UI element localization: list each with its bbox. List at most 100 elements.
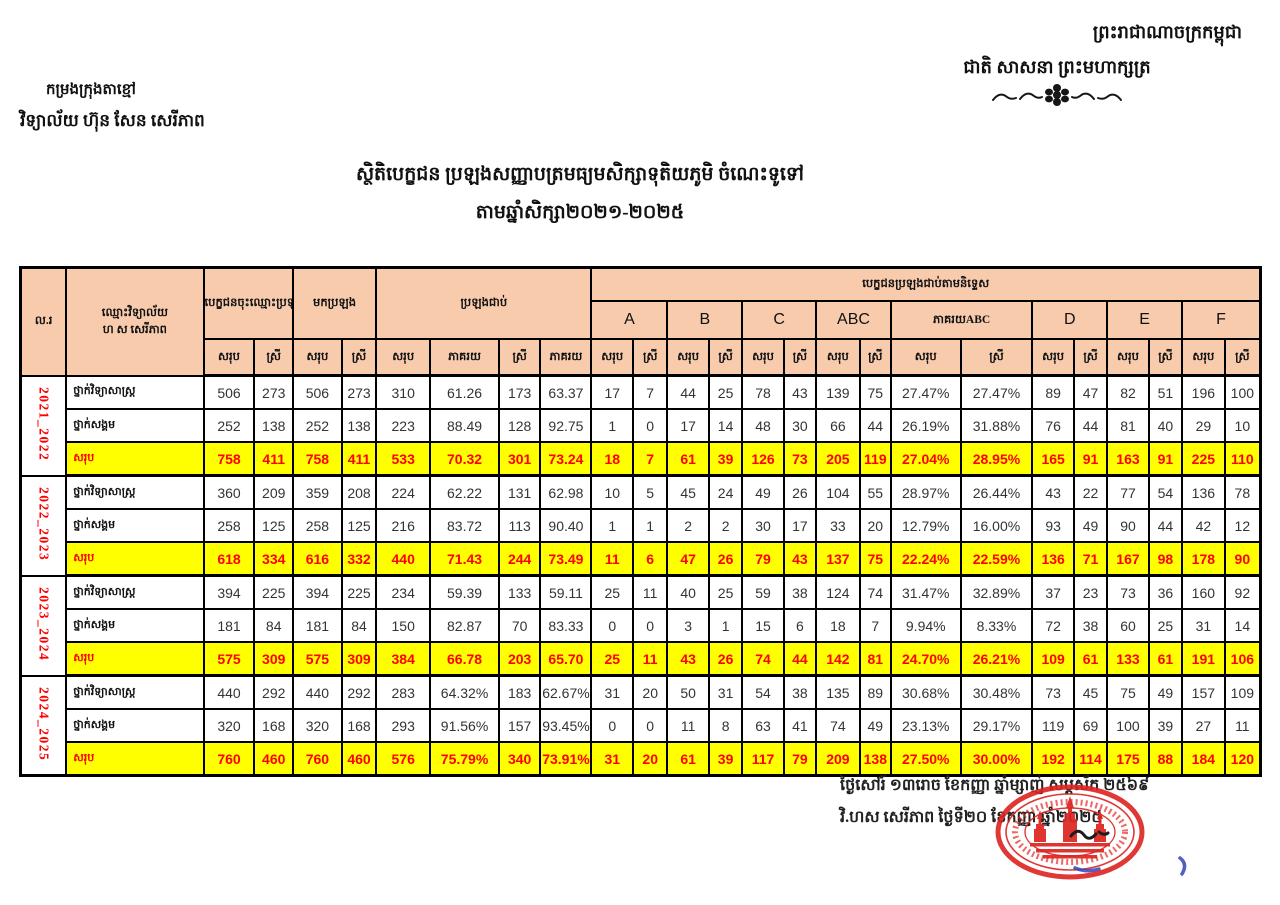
data-cell: 23 — [1072, 574, 1109, 610]
data-cell: 73.24 — [539, 441, 593, 477]
row-label: សរុប — [65, 441, 205, 477]
data-cell: 225 — [340, 574, 378, 610]
row-label: ថ្នាក់សង្គម — [65, 608, 205, 643]
year-label: 2024_2025 — [19, 674, 68, 777]
data-cell: 44 — [666, 374, 710, 410]
data-cell: 109 — [1031, 641, 1075, 677]
data-cell: 178 — [1181, 541, 1226, 577]
table-row: ថ្នាក់សង្គម 258 125 258 125 216 83.72 113 90.40 1… — [21, 508, 1262, 543]
data-cell: 66.78 — [429, 641, 500, 677]
row-label: សរុប — [65, 541, 205, 577]
data-cell: 30.68% — [889, 674, 962, 710]
data-cell: 100 — [1106, 708, 1150, 743]
data-cell: 44 — [1147, 508, 1184, 543]
data-cell: 62.22 — [429, 474, 500, 510]
data-cell: 74 — [815, 708, 861, 743]
blue-ink-mark — [1073, 856, 1187, 876]
data-cell: 394 — [202, 574, 256, 610]
data-cell: 142 — [815, 641, 861, 677]
kingdom-motto-line2: ជាតិ សាសនា ព្រះមហាក្សត្រ — [963, 57, 1151, 77]
data-cell: 72 — [1031, 608, 1075, 643]
data-cell: 59 — [741, 574, 785, 610]
sub-header-cell: សរុប — [590, 338, 635, 377]
col-header-attended: មកប្រឡង — [291, 266, 378, 340]
data-cell: 92 — [1223, 574, 1262, 610]
data-cell: 225 — [253, 574, 294, 610]
data-cell: 14 — [707, 408, 744, 443]
col-header-school-line1: ឈ្មោះវិទ្យាល័យ — [101, 306, 168, 319]
table-row: 2024_2025 ថ្នាក់វិទ្យាសាស្ត្រ 440 292 440 292… — [19, 674, 1262, 777]
sub-header-cell: ភាគរយ — [429, 338, 500, 377]
data-cell: 83.33 — [539, 608, 593, 643]
data-cell: 6 — [782, 608, 818, 643]
data-cell: 22.59% — [959, 541, 1034, 577]
data-cell: 40 — [666, 574, 710, 610]
table-row: សរុប 618 334 616 332 440 71.43 244 73.49 11 6 47 26 7… — [21, 541, 1262, 577]
data-cell: 15 — [741, 608, 785, 643]
statistics-table: ល.រ ឈ្មោះវិទ្យាល័យ ហ ស សេរីភាព បេក្ខជនចុ… — [19, 266, 1262, 777]
data-cell: 196 — [1181, 374, 1226, 410]
data-cell: 29.17% — [959, 708, 1034, 743]
data-cell: 41 — [782, 708, 818, 743]
data-cell: 25 — [707, 574, 744, 610]
data-cell: 12 — [1223, 508, 1262, 543]
data-cell: 75 — [858, 374, 892, 410]
data-cell: 17 — [782, 508, 818, 543]
data-cell: 0 — [590, 708, 635, 743]
data-cell: 47 — [666, 541, 710, 577]
data-cell: 440 — [202, 674, 256, 710]
data-cell: 26 — [707, 541, 744, 577]
data-cell: 55 — [858, 474, 892, 510]
data-cell: 44 — [1072, 408, 1109, 443]
col-header-no: ល.រ — [19, 266, 68, 377]
data-cell: 209 — [253, 474, 294, 510]
data-cell: 384 — [375, 641, 432, 677]
data-cell: 38 — [1072, 608, 1109, 643]
data-cell: 184 — [1181, 741, 1226, 777]
footer-lunar-date: ថ្ងៃសៅរ៍ ១៣រោច ខែកញ្ញា ឆ្នាំម្សាញ់ សប្តស… — [840, 777, 1150, 794]
data-cell: 292 — [340, 674, 378, 710]
data-cell: 60 — [1106, 608, 1150, 643]
data-cell: 74 — [741, 641, 785, 677]
data-cell: 38 — [782, 574, 818, 610]
data-cell: 38 — [782, 674, 818, 710]
stamp-zone — [975, 780, 1210, 895]
data-cell: 133 — [1106, 641, 1150, 677]
data-cell: 43 — [666, 641, 710, 677]
data-cell: 49 — [741, 474, 785, 510]
data-cell: 83.72 — [429, 508, 500, 543]
table-row: 2021_2022 ថ្នាក់វិទ្យាសាស្ត្រ 506 273 506 273… — [19, 374, 1262, 477]
data-cell: 1 — [590, 508, 635, 543]
data-cell: 223 — [375, 408, 432, 443]
data-cell: 10 — [590, 474, 635, 510]
data-cell: 216 — [375, 508, 432, 543]
data-cell: 39 — [707, 741, 744, 777]
data-cell: 575 — [202, 641, 256, 677]
data-cell: 411 — [253, 441, 294, 477]
sub-header-cell: ស្រី — [253, 338, 294, 377]
data-cell: 139 — [815, 374, 861, 410]
data-cell: 25 — [707, 374, 744, 410]
data-cell: 26.21% — [959, 641, 1034, 677]
data-cell: 138 — [340, 408, 378, 443]
data-cell: 758 — [291, 441, 343, 477]
data-cell: 157 — [1181, 674, 1226, 710]
data-cell: 12.79% — [889, 508, 962, 543]
data-cell: 75 — [858, 541, 892, 577]
data-cell: 75.79% — [429, 741, 500, 777]
data-cell: 131 — [497, 474, 542, 510]
data-cell: 109 — [1223, 674, 1262, 710]
sub-header-cell: សរុប — [1181, 338, 1226, 377]
data-cell: 61 — [1072, 641, 1109, 677]
data-cell: 30.48% — [959, 674, 1034, 710]
data-cell: 273 — [253, 374, 294, 410]
data-cell: 394 — [291, 574, 343, 610]
sub-header-cell: សរុប — [1106, 338, 1150, 377]
data-cell: 309 — [340, 641, 378, 677]
data-cell: 73 — [1106, 574, 1150, 610]
sub-header-cell: ស្រី — [707, 338, 744, 377]
data-cell: 62.67% — [539, 674, 593, 710]
data-cell: 2 — [666, 508, 710, 543]
data-cell: 25 — [590, 641, 635, 677]
col-header-school: ឈ្មោះវិទ្យាល័យ ហ ស សេរីភាព — [65, 266, 205, 377]
